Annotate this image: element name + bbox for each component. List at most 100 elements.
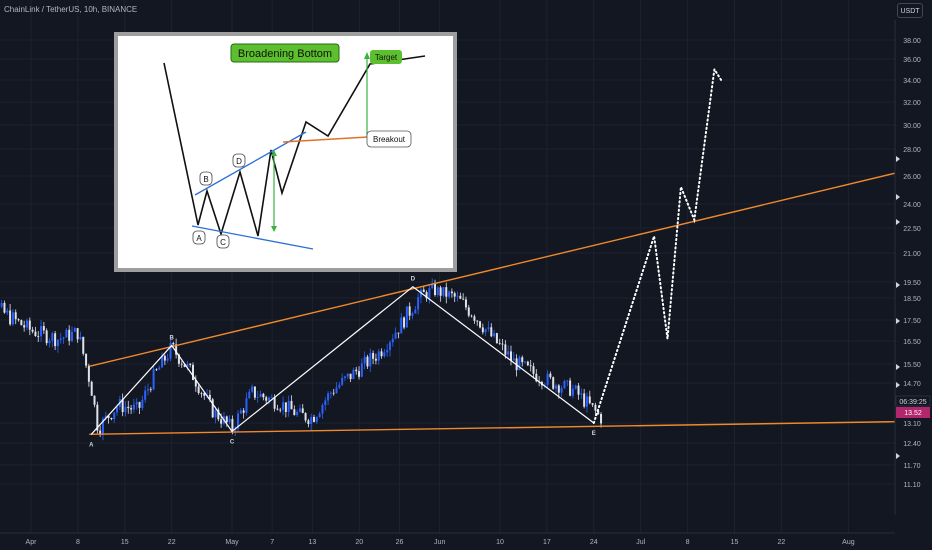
candle-body [42,326,45,331]
candle-body [267,397,270,401]
candle-body [566,380,569,382]
candle-body [445,287,448,297]
target-label: Target [375,53,398,62]
inset-frame [114,32,457,272]
candle-body [101,418,104,435]
wave-label-b: B [170,335,175,341]
candle-body [116,407,119,413]
inset-title-badge [230,43,340,63]
candle-body [107,415,110,419]
price-tick-label: 16.50 [903,339,921,346]
candle-body [588,396,591,404]
candle-body [85,353,88,366]
price-tick-label: 13.10 [903,421,921,428]
candle-body [560,388,563,393]
candle-body [169,342,172,359]
candle-body [93,395,96,405]
candle-body [318,413,321,418]
candle-body [563,380,566,389]
candle-body [3,303,6,313]
candle-body [507,351,510,355]
candle-body [524,361,527,363]
candle-body [501,343,504,345]
candle-body [600,414,603,424]
candle-body [51,333,54,341]
candle-body [487,327,490,330]
candle-body [208,394,211,400]
scale-marker [896,194,900,200]
candle-body [290,400,293,410]
breakout-label: Breakout [373,135,406,144]
price-tick-label: 21.00 [903,251,921,258]
candle-body [144,390,147,400]
price-scale[interactable]: 38.00 36.00 34.00 32.00 30.00 28.00 26.00 24.00… [894,20,931,515]
inset-panel: Broadening Bottom Target Breakout B D A … [114,32,457,272]
candle-body [265,397,268,401]
candle-body [484,329,487,333]
candles [0,278,603,441]
candle-body [386,350,389,353]
candle-body [71,331,74,341]
candle-body [552,377,555,389]
candle-body [417,297,420,310]
inset-title: Broadening Bottom [238,48,332,60]
candle-body [549,373,552,378]
candle-body [28,320,31,330]
candle-body [493,333,496,337]
price-tick-label: 38.00 [903,38,921,45]
candle-body [304,413,307,421]
candle-body [99,430,102,435]
candle-body [130,408,133,410]
candle-body [512,358,515,361]
candle-body [180,363,183,365]
candle-body [315,417,318,422]
candle-body [248,391,251,399]
last-price-label: 13.52 [904,410,922,417]
candle-body [279,409,282,411]
candle-body [163,355,166,361]
candle-body [132,404,135,410]
candle-body [403,317,406,328]
time-tick-label: 8 [76,539,80,546]
candle-body [414,309,417,314]
candle-body [68,329,71,341]
time-tick-label: 24 [590,539,598,546]
candle-body [490,327,493,337]
candle-body [450,291,453,294]
candle-body [146,389,149,391]
time-tick-label: 22 [168,539,176,546]
candle-body [177,354,180,364]
time-scale[interactable]: Apr 8 15 22 May 7 13 20 26 Jun 10 17 24 Jul 8 15 22 Aug [0,532,895,546]
price-tick-label: 17.50 [903,318,921,325]
candle-body [388,342,391,351]
candle-body [355,369,358,372]
candle-body [298,408,301,412]
candle-body [571,388,574,396]
candle-body [237,413,240,429]
candle-body [535,373,538,382]
candle-body [360,363,363,377]
candle-body [6,310,9,313]
candle-body [411,313,414,316]
candle-body [431,283,434,289]
countdown-label: 06:39:25 [899,399,926,406]
candle-body [439,287,442,296]
candle-body [189,363,192,365]
candle-body [293,409,296,416]
price-tick-label: 12.40 [903,441,921,448]
candle-body [113,412,116,420]
candle-body [327,393,330,401]
candle-body [110,418,113,420]
inset-price-path [163,55,426,237]
candle-body [341,377,344,385]
price-tick-label: 30.00 [903,123,921,130]
symbol-title: ChainLink / TetherUS, 10h, BINANCE [4,5,138,14]
candle-body [217,409,220,420]
price-tick-label: 32.00 [903,100,921,107]
candle-body [346,373,349,377]
candle-body [239,410,242,414]
currency-button[interactable]: USDT [897,3,923,18]
candle-body [282,402,285,410]
candle-body [214,409,217,418]
